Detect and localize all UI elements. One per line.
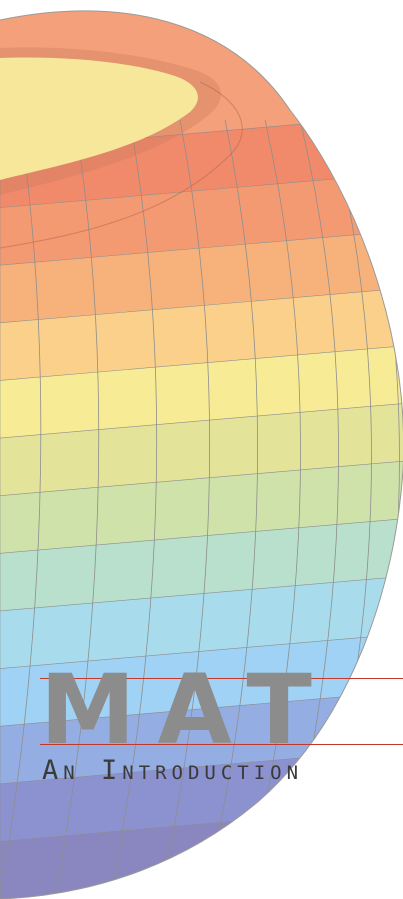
sphere-meridian <box>109 119 158 899</box>
sphere-rim <box>0 10 403 899</box>
sphere-meridian <box>204 119 258 899</box>
sphere-meridian <box>159 119 211 899</box>
sphere-meridian <box>54 119 100 899</box>
title-rule-bottom <box>40 744 403 745</box>
title-rule-top <box>40 678 403 679</box>
cover-title: MAT <box>40 672 334 748</box>
sphere-meridian <box>0 119 42 899</box>
sphere-opening-inner <box>0 57 198 180</box>
cover-subtitle: An Introduction <box>42 755 304 786</box>
sphere-meridian <box>244 119 301 899</box>
